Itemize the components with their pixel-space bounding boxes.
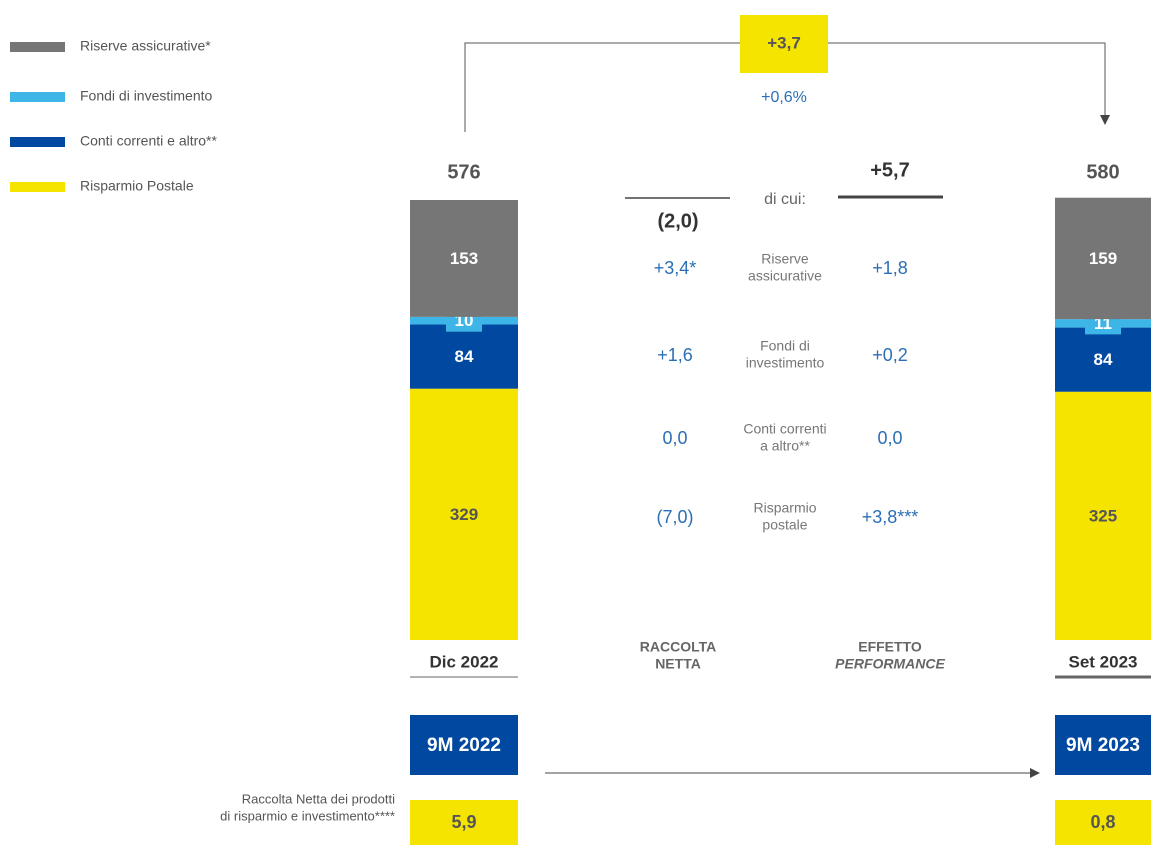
legend-label: Riserve assicurative* [80, 38, 211, 54]
row-label: Fondi di [760, 338, 810, 354]
segment-label: 153 [450, 249, 478, 268]
inflow-box [410, 800, 518, 845]
inflow-label: Raccolta Netta dei prodotti [242, 791, 395, 806]
column-title: EFFETTO [858, 639, 922, 655]
row-label: Conti correnti [743, 421, 826, 437]
column-title: RACCOLTA [640, 639, 716, 655]
segment-label: 84 [455, 347, 474, 366]
bridge-value: +1,8 [872, 258, 908, 278]
of-which: di cui: [764, 191, 806, 208]
row-label: investimento [746, 355, 825, 371]
row-label: a altro** [760, 438, 810, 454]
row-label: Riserve [761, 251, 809, 267]
inflow-label: di risparmio e investimento**** [220, 808, 395, 823]
column-total: +5,7 [870, 159, 909, 181]
bridge-value: 0,0 [877, 428, 902, 448]
bridge-value: (7,0) [656, 507, 693, 527]
inflow-value: 5,9 [451, 812, 476, 832]
legend-swatch [10, 182, 65, 192]
bridge-value: 0,0 [662, 428, 687, 448]
legend-swatch [10, 42, 65, 52]
bar-segment [410, 388, 518, 640]
bar-segment [410, 200, 518, 317]
change: +3,7 [767, 33, 801, 52]
column-total: (2,0) [657, 210, 698, 232]
row-label: Risparmio [753, 500, 816, 516]
bridge-arrow [828, 42, 1110, 125]
segment-label: 329 [450, 505, 478, 524]
bar-segment [410, 324, 518, 389]
total-label: 576 [447, 161, 480, 183]
legend-swatch [10, 92, 65, 102]
bridge-line [464, 42, 740, 132]
legend-label: Fondi di investimento [80, 88, 213, 104]
row-label: assicurative [748, 268, 822, 284]
bridge-value: +1,6 [657, 345, 693, 365]
segment-label: 325 [1089, 506, 1117, 525]
change-pct: +0,6% [761, 89, 807, 106]
bar-segment [1055, 327, 1151, 392]
bridge-value: +3,8*** [862, 507, 919, 527]
total-label: 580 [1086, 161, 1119, 183]
inflow-value: 0,8 [1090, 812, 1115, 832]
row-label: postale [762, 517, 807, 533]
segment-label: 84 [1094, 350, 1113, 369]
period-box [410, 715, 518, 775]
segment-label: 159 [1089, 249, 1117, 268]
legend-label: Conti correnti e altro** [80, 133, 218, 149]
bar-segment [1055, 197, 1151, 320]
period-label: 9M 2022 [427, 735, 501, 756]
bar-segment [1055, 391, 1151, 640]
legend-swatch [10, 137, 65, 147]
column-title: PERFORMANCE [835, 656, 945, 672]
bridge-value: +0,2 [872, 345, 908, 365]
category-label: Set 2023 [1069, 652, 1138, 671]
period-box [1055, 715, 1151, 775]
legend-label: Risparmio Postale [80, 178, 194, 194]
period-label: 9M 2023 [1066, 735, 1140, 756]
change-box [740, 15, 828, 73]
category-label: Dic 2022 [430, 652, 499, 671]
inflow-box [1055, 800, 1151, 845]
bridge-value: +3,4* [654, 258, 697, 278]
column-title: NETTA [655, 656, 701, 672]
